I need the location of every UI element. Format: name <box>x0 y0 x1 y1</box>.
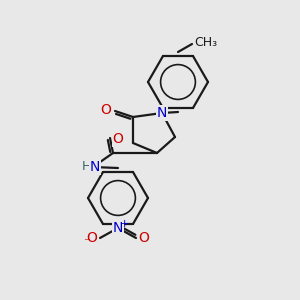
Text: CH₃: CH₃ <box>194 37 217 50</box>
Text: ⁻: ⁻ <box>83 236 89 250</box>
Text: N: N <box>90 160 100 174</box>
Text: N: N <box>113 221 123 235</box>
Text: O: O <box>112 132 123 146</box>
Text: O: O <box>139 231 149 245</box>
Text: H: H <box>81 160 91 173</box>
Text: O: O <box>100 103 111 117</box>
Text: N: N <box>157 106 167 120</box>
Text: O: O <box>87 231 98 245</box>
Text: +: + <box>119 219 129 229</box>
